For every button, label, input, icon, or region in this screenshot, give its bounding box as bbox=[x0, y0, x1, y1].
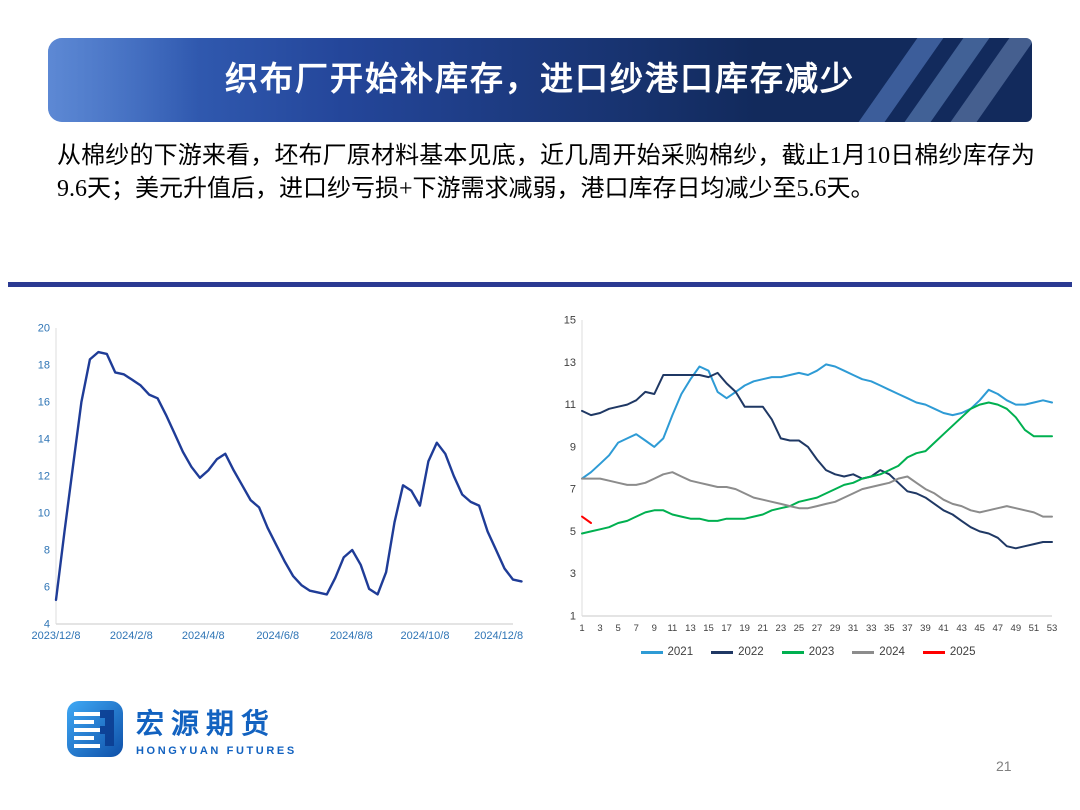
svg-text:9: 9 bbox=[570, 441, 576, 453]
cotton-yarn-inventory-chart: 4 6 8 10 12 14 16 18 20 2023/12/8 2024/2/8 2024/4/8… bbox=[18, 316, 523, 654]
legend-swatch-2024 bbox=[852, 650, 875, 654]
legend-item-2022: 2022 bbox=[711, 646, 764, 658]
slide-title: 织布厂开始补库存，进口纱港口库存减少 bbox=[225, 62, 855, 98]
svg-text:43: 43 bbox=[956, 623, 967, 634]
svg-text:5: 5 bbox=[616, 623, 621, 634]
svg-text:8: 8 bbox=[44, 545, 50, 557]
svg-text:21: 21 bbox=[757, 623, 768, 634]
logo-name-en: HONGYUAN FUTURES bbox=[136, 744, 297, 757]
title-banner: 织布厂开始补库存，进口纱港口库存减少 bbox=[48, 38, 1032, 122]
logo-name-cn: 宏源期货 bbox=[136, 708, 277, 740]
svg-text:45: 45 bbox=[974, 623, 985, 634]
svg-text:11: 11 bbox=[667, 623, 677, 634]
legend-swatch-2022 bbox=[711, 650, 734, 654]
legend-item-2025: 2025 bbox=[922, 646, 976, 658]
svg-text:3: 3 bbox=[570, 568, 576, 580]
legend-label: 2022 bbox=[738, 646, 764, 658]
legend-item-2024: 2024 bbox=[852, 646, 905, 658]
svg-text:9: 9 bbox=[652, 623, 657, 634]
svg-text:12: 12 bbox=[38, 471, 50, 483]
svg-text:15: 15 bbox=[564, 315, 576, 327]
svg-text:2024/12/8: 2024/12/8 bbox=[474, 630, 523, 642]
svg-text:2024/6/8: 2024/6/8 bbox=[256, 630, 299, 642]
legend-label: 2023 bbox=[808, 646, 835, 658]
svg-text:17: 17 bbox=[721, 623, 732, 634]
svg-text:6: 6 bbox=[44, 582, 50, 594]
legend-label: 2021 bbox=[667, 646, 694, 658]
svg-text:16: 16 bbox=[38, 397, 50, 409]
svg-text:49: 49 bbox=[1011, 623, 1022, 634]
svg-text:31: 31 bbox=[848, 623, 859, 634]
legend-item-2021: 2021 bbox=[640, 646, 694, 658]
svg-text:10: 10 bbox=[38, 508, 50, 520]
svg-text:1: 1 bbox=[570, 611, 576, 623]
svg-text:14: 14 bbox=[38, 434, 50, 446]
svg-text:15: 15 bbox=[703, 623, 714, 634]
svg-text:53: 53 bbox=[1047, 623, 1058, 634]
logo-text: 宏源期货 HONGYUAN FUTURES bbox=[136, 702, 297, 757]
svg-text:7: 7 bbox=[570, 484, 576, 496]
logo-icon bbox=[67, 701, 123, 757]
svg-text:13: 13 bbox=[685, 623, 696, 634]
legend-label: 2025 bbox=[949, 646, 976, 658]
banner-edge-glow bbox=[48, 38, 198, 122]
legend-swatch-2021 bbox=[640, 650, 663, 654]
svg-text:23: 23 bbox=[776, 623, 787, 634]
svg-text:27: 27 bbox=[812, 623, 823, 634]
svg-text:2024/10/8: 2024/10/8 bbox=[401, 630, 450, 642]
svg-text:1: 1 bbox=[579, 623, 584, 634]
legend-item-2023: 2023 bbox=[781, 646, 835, 658]
legend-label: 2024 bbox=[879, 646, 905, 658]
svg-text:51: 51 bbox=[1029, 623, 1040, 634]
svg-text:2024/2/8: 2024/2/8 bbox=[110, 630, 153, 642]
svg-text:5: 5 bbox=[570, 526, 576, 538]
svg-text:7: 7 bbox=[634, 623, 639, 634]
svg-text:19: 19 bbox=[739, 623, 750, 634]
legend-swatch-2023 bbox=[781, 650, 804, 654]
svg-text:3: 3 bbox=[597, 623, 602, 634]
svg-text:33: 33 bbox=[866, 623, 877, 634]
hongyuan-logo: 宏源期货 HONGYUAN FUTURES bbox=[66, 700, 297, 758]
svg-text:47: 47 bbox=[992, 623, 1003, 634]
svg-text:4: 4 bbox=[44, 619, 50, 631]
svg-text:18: 18 bbox=[38, 360, 50, 372]
page-number: 21 bbox=[996, 758, 1012, 774]
svg-text:39: 39 bbox=[920, 623, 931, 634]
divider-line bbox=[8, 282, 1072, 287]
svg-text:37: 37 bbox=[902, 623, 913, 634]
legend-swatch-2025 bbox=[922, 650, 945, 654]
svg-text:2024/8/8: 2024/8/8 bbox=[330, 630, 373, 642]
svg-text:25: 25 bbox=[794, 623, 805, 634]
svg-text:35: 35 bbox=[884, 623, 895, 634]
svg-text:20: 20 bbox=[38, 323, 50, 335]
svg-text:29: 29 bbox=[830, 623, 841, 634]
svg-text:41: 41 bbox=[938, 623, 949, 634]
body-paragraph: 从棉纱的下游来看，坯布厂原材料基本见底，近几周开始采购棉纱，截止1月10日棉纱库… bbox=[57, 143, 1035, 202]
right-chart-legend: 2021 2022 2023 2024 2025 bbox=[552, 646, 1064, 658]
svg-text:13: 13 bbox=[564, 357, 576, 369]
svg-text:2024/4/8: 2024/4/8 bbox=[182, 630, 225, 642]
svg-text:11: 11 bbox=[565, 399, 576, 411]
svg-text:2023/12/8: 2023/12/8 bbox=[32, 630, 81, 642]
